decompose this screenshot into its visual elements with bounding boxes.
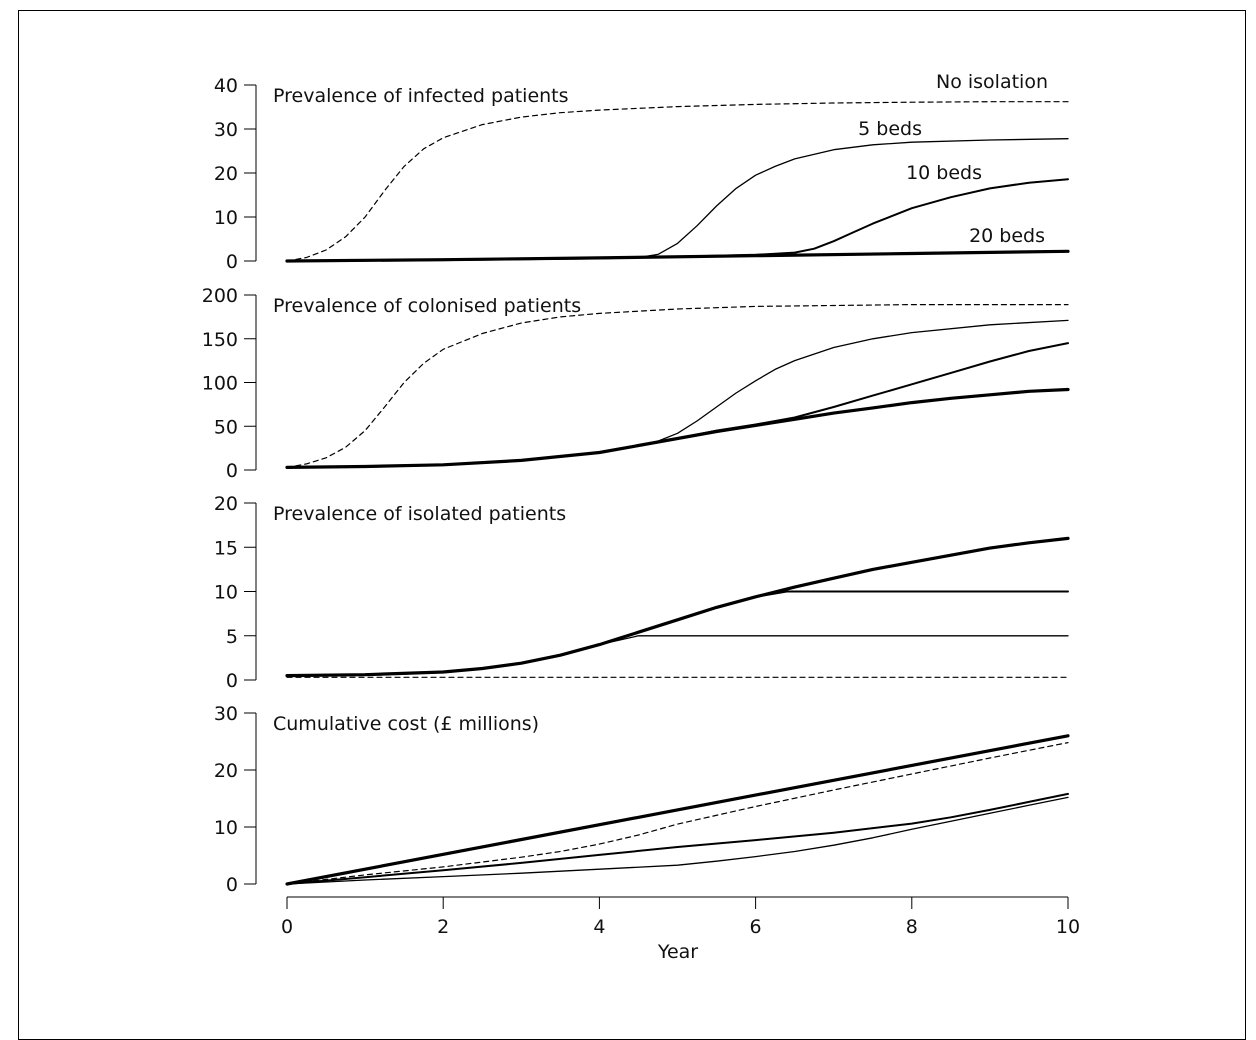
- series-line-no-isolation: [286, 304, 1069, 468]
- y-tick-label: 0: [226, 874, 238, 896]
- series-label: No isolation: [936, 71, 1048, 93]
- y-tick-label: 10: [214, 582, 238, 604]
- x-tick-label: 4: [593, 916, 605, 938]
- y-tick-label: 10: [214, 817, 238, 839]
- series-line-5-beds: [286, 319, 1069, 469]
- y-tick-label: 5: [226, 626, 238, 648]
- y-tick-label: 20: [214, 163, 238, 185]
- y-tick-label: 15: [214, 537, 238, 559]
- series-line-5-beds: [286, 635, 1069, 677]
- y-tick-label: 50: [214, 416, 238, 438]
- y-tick-label: 20: [214, 760, 238, 782]
- series-label: 20 beds: [969, 225, 1045, 247]
- series-line-no-isolation: [286, 101, 1069, 262]
- series-label: 10 beds: [906, 162, 982, 184]
- series-line-10-beds: [286, 342, 1069, 469]
- x-tick-label: 2: [437, 916, 449, 938]
- panel-title: Prevalence of colonised patients: [273, 295, 581, 317]
- series-line-20-beds: [285, 536, 1070, 678]
- series-line-5-beds: [286, 796, 1069, 885]
- series-line-5-beds: [286, 138, 1069, 262]
- panel-title: Prevalence of infected patients: [273, 85, 569, 107]
- y-tick-label: 10: [214, 207, 238, 229]
- y-tick-label: 30: [214, 119, 238, 141]
- y-tick-label: 150: [202, 329, 238, 351]
- y-tick-label: 200: [202, 285, 238, 307]
- x-tick-label: 8: [906, 916, 918, 938]
- y-tick-label: 20: [214, 493, 238, 515]
- y-tick-label: 0: [226, 460, 238, 482]
- series-line-no-isolation: [286, 742, 1069, 885]
- series-line-20-beds: [285, 734, 1070, 886]
- x-axis-label: Year: [657, 941, 698, 963]
- y-tick-label: 30: [214, 703, 238, 725]
- x-tick-label: 6: [750, 916, 762, 938]
- y-tick-label: 0: [226, 670, 238, 692]
- y-tick-label: 0: [226, 251, 238, 273]
- x-tick-label: 10: [1056, 916, 1080, 938]
- panel-title: Prevalence of isolated patients: [273, 503, 566, 525]
- x-tick-label: 0: [281, 916, 293, 938]
- series-line-20-beds: [285, 249, 1070, 263]
- series-line-10-beds: [286, 792, 1069, 885]
- series-line-10-beds: [286, 590, 1069, 677]
- y-tick-label: 100: [202, 373, 238, 395]
- y-tick-label: 40: [214, 75, 238, 97]
- series-line-10-beds: [286, 178, 1069, 262]
- series-label: 5 beds: [858, 118, 922, 140]
- panel-title: Cumulative cost (£ millions): [273, 713, 539, 735]
- series-line-20-beds: [285, 387, 1070, 469]
